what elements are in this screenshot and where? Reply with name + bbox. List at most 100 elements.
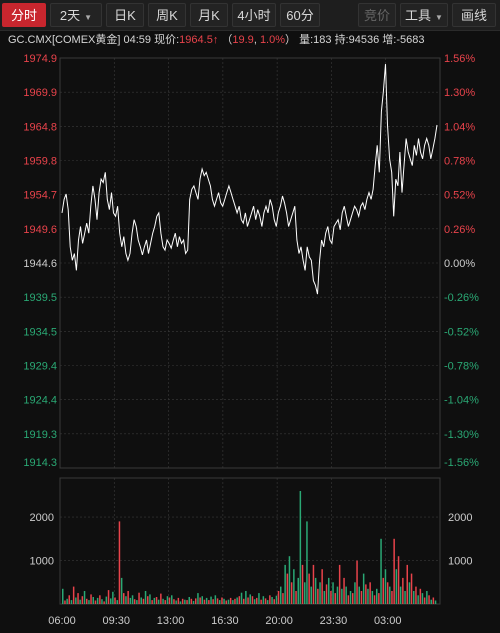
draw-line-button[interactable]: 画线	[452, 3, 496, 27]
axis-labels: 1974.9 1.56% 1969.9 1.30% 1964.8 1.04% 1959.8 0…	[23, 53, 479, 627]
volume-bar	[362, 573, 365, 604]
volume-bar	[94, 600, 97, 604]
volume-bars	[62, 491, 437, 604]
volume-bar	[123, 593, 125, 604]
tab-label: 周K	[156, 8, 178, 23]
current-price: 1964.5	[179, 34, 213, 46]
volume-bar	[284, 564, 286, 604]
volume-bar	[408, 582, 411, 604]
volume-bar	[136, 600, 138, 604]
volume-bar	[336, 586, 339, 604]
volume-bar	[88, 600, 90, 604]
volume-bar	[399, 586, 402, 604]
volume-bar	[423, 597, 426, 604]
pct-tick-label: 1.30%	[444, 87, 475, 99]
caret-down-icon: ▼	[435, 13, 443, 22]
volume-bar	[149, 594, 151, 604]
volume-bar	[140, 597, 142, 604]
volume-bar	[243, 598, 245, 604]
volume-bar	[434, 600, 437, 604]
volume-bar	[376, 588, 378, 604]
volume-bar	[271, 597, 273, 604]
period-toolbar: 分时 2天 ▼ 日K 周K 月K 4小时 60分 竞价 工具 ▼ 画线	[0, 0, 500, 31]
bid-button[interactable]: 竞价	[358, 3, 396, 27]
volume-bar	[153, 597, 156, 604]
volume-bar	[147, 596, 149, 604]
tab-weekly-k[interactable]: 周K	[148, 3, 186, 27]
volume-bar	[245, 591, 247, 604]
volume-bar	[293, 569, 295, 604]
volume-bar	[155, 597, 158, 604]
volume-bar	[428, 595, 430, 604]
time-tick-label: 03:00	[374, 615, 402, 627]
pct-tick-label: 1.56%	[444, 53, 475, 65]
volume-bar	[378, 593, 380, 604]
volume-bar	[129, 597, 132, 604]
volume-bar	[262, 596, 265, 604]
price-tick-label: 1939.5	[23, 292, 57, 304]
volume-bar	[223, 598, 225, 604]
tab-2-day[interactable]: 2天 ▼	[50, 3, 102, 27]
volume-bar	[365, 584, 367, 604]
volume-bar	[360, 591, 363, 604]
volume-bar	[79, 599, 81, 604]
volume-bar	[334, 593, 336, 604]
volume-bar	[138, 592, 140, 604]
price-line	[61, 64, 438, 295]
volume-bar	[275, 595, 278, 604]
volume-bar	[253, 599, 256, 604]
volume-bar	[75, 597, 77, 604]
volume-bar	[66, 598, 68, 604]
volume-bar	[332, 582, 334, 604]
volume-bar	[386, 582, 389, 604]
volume-bar	[118, 521, 121, 604]
volume-bar	[323, 591, 326, 604]
volume-bar	[260, 599, 262, 604]
volume-bar	[120, 577, 123, 604]
volume-bar	[177, 597, 180, 604]
volume-bar	[273, 599, 275, 604]
pct-tick-label: 0.78%	[444, 156, 475, 168]
symbol-name: GC.CMX[COMEX黄金]	[8, 34, 121, 46]
tools-label: 工具	[405, 8, 432, 23]
price-line-layer	[61, 64, 438, 295]
volume-bar	[413, 591, 415, 604]
volume-bar	[190, 598, 193, 604]
tools-button[interactable]: 工具 ▼	[400, 3, 448, 27]
volume-bar	[179, 601, 182, 604]
bid-label: 竞价	[363, 8, 390, 23]
volume-bar	[295, 591, 297, 604]
volume-bar	[144, 591, 147, 604]
volume-bar	[212, 599, 214, 604]
pct-tick-label: 1.04%	[444, 121, 475, 133]
volume-bar	[345, 586, 347, 604]
tab-daily-k[interactable]: 日K	[106, 3, 144, 27]
volume-bar	[86, 598, 88, 604]
volume-bar	[269, 595, 271, 604]
price-change: 19.9	[232, 34, 254, 46]
oi-change-readout: 增:-5683	[382, 34, 425, 46]
volume-bar	[402, 577, 404, 604]
pct-tick-label: -0.26%	[444, 292, 479, 304]
volume-bar	[264, 598, 267, 604]
volume-bar	[214, 595, 217, 604]
volume-bar	[369, 582, 371, 604]
volume-bar	[371, 591, 374, 604]
volume-bar	[127, 591, 129, 604]
volume-bar	[205, 597, 208, 604]
tab-60-min[interactable]: 60分	[280, 3, 320, 27]
tab-label: 60分	[286, 8, 314, 23]
tab-4-hour[interactable]: 4小时	[232, 3, 276, 27]
volume-bar	[338, 564, 341, 604]
tab-monthly-k[interactable]: 月K	[190, 3, 228, 27]
tab-intraday[interactable]: 分时	[2, 3, 46, 27]
time-tick-label: 09:30	[103, 615, 131, 627]
volume-bar	[325, 584, 328, 604]
volume-bar	[229, 597, 232, 604]
volume-bar	[168, 597, 171, 604]
price-label: 现价:	[154, 34, 180, 46]
volume-bar	[306, 521, 308, 604]
volume-bar	[404, 591, 406, 604]
volume-bar	[328, 577, 330, 604]
